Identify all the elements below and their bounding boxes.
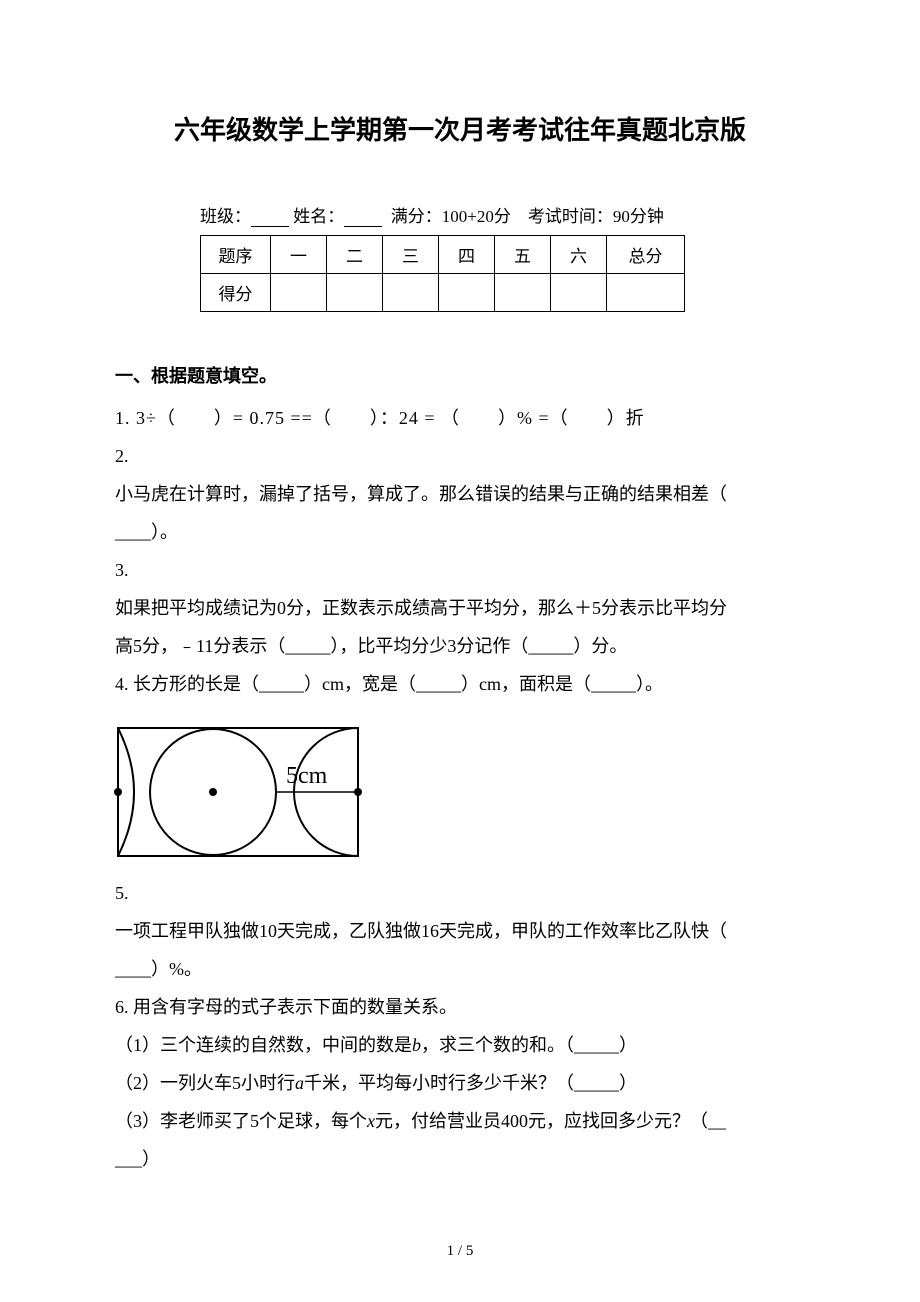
question-6-3: （3）李老师买了5个足球，每个x元，付给营业员400元，应找回多少元？（__ (115, 1103, 805, 1139)
question-1: 1. 3÷（ ）= 0.75 ==（ ）：24 = （ ）% =（ ）折 (115, 400, 805, 436)
question-6-2: （2）一列火车5小时行a千米，平均每小时行多少千米？（_____） (115, 1065, 805, 1101)
question-2-text-a: 小马虎在计算时，漏掉了括号，算成了。那么错误的结果与正确的结果相差（ (115, 476, 805, 512)
question-4-diagram: 5cm (110, 720, 805, 870)
exam-time-label: 考试时间：90分钟 (528, 207, 664, 226)
question-3-text-b: 高5分，﹣11分表示（_____），比平均分少3分记作（_____）分。 (115, 628, 805, 664)
question-6: 6. 用含有字母的式子表示下面的数量关系。 (115, 989, 805, 1025)
class-blank (251, 226, 289, 227)
name-label: 姓名： (293, 207, 344, 226)
section-1-heading: 一、根据题意填空。 (115, 362, 805, 388)
class-label: 班级： (200, 207, 251, 226)
question-6-1-a: （1）三个连续的自然数，中间的数是 (115, 1035, 412, 1055)
question-2-text-b: ____）。 (115, 514, 805, 550)
score-header-cell: 总分 (607, 236, 685, 274)
score-value-cell: 得分 (201, 274, 271, 312)
score-header-cell: 六 (551, 236, 607, 274)
score-value-cell (495, 274, 551, 312)
score-value-cell (607, 274, 685, 312)
question-4: 4. 长方形的长是（_____）cm，宽是（_____）cm，面积是（_____… (115, 666, 805, 702)
exam-info-line: 班级： 姓名： 满分：100+20分 考试时间：90分钟 (200, 202, 805, 227)
score-table: 题序 一 二 三 四 五 六 总分 得分 (200, 235, 685, 312)
score-value-cell (551, 274, 607, 312)
question-3-text-a: 如果把平均成绩记为0分，正数表示成绩高于平均分，那么＋5分表示比平均分 (115, 590, 805, 626)
question-5-text-b: ____）%。 (115, 951, 805, 987)
var-a: a (295, 1073, 304, 1093)
score-value-cell (439, 274, 495, 312)
question-3-number: 3. (115, 552, 805, 588)
question-5-number: 5. (115, 875, 805, 911)
score-header-cell: 四 (439, 236, 495, 274)
question-6-1: （1）三个连续的自然数，中间的数是b，求三个数的和。（_____） (115, 1027, 805, 1063)
score-header-cell: 题序 (201, 236, 271, 274)
score-header-cell: 二 (327, 236, 383, 274)
name-blank (344, 226, 382, 227)
question-6-2-b: 千米，平均每小时行多少千米？（_____） (304, 1073, 637, 1093)
score-table-value-row: 得分 (201, 274, 685, 312)
score-value-cell (383, 274, 439, 312)
score-header-cell: 五 (495, 236, 551, 274)
exam-title: 六年级数学上学期第一次月考考试往年真题北京版 (115, 110, 805, 147)
score-value-cell (271, 274, 327, 312)
question-6-3-a: （3）李老师买了5个足球，每个 (115, 1111, 367, 1131)
score-table-header-row: 题序 一 二 三 四 五 六 总分 (201, 236, 685, 274)
full-marks-label: 满分：100+20分 (391, 207, 511, 226)
question-6-3-c: ___） (115, 1141, 805, 1177)
diagram-label: 5cm (286, 763, 328, 789)
question-5-text-a: 一项工程甲队独做10天完成，乙队独做16天完成，甲队的工作效率比乙队快（ (115, 913, 805, 949)
question-6-2-a: （2）一列火车5小时行 (115, 1073, 295, 1093)
question-6-1-b: ，求三个数的和。（_____） (421, 1035, 637, 1055)
page-footer: 1 / 5 (0, 1243, 920, 1260)
question-2-number: 2. (115, 438, 805, 474)
var-x: x (367, 1111, 375, 1131)
var-b: b (412, 1035, 421, 1055)
question-6-3-b: 元，付给营业员400元，应找回多少元？（__ (375, 1111, 726, 1131)
score-header-cell: 三 (383, 236, 439, 274)
score-header-cell: 一 (271, 236, 327, 274)
score-value-cell (327, 274, 383, 312)
